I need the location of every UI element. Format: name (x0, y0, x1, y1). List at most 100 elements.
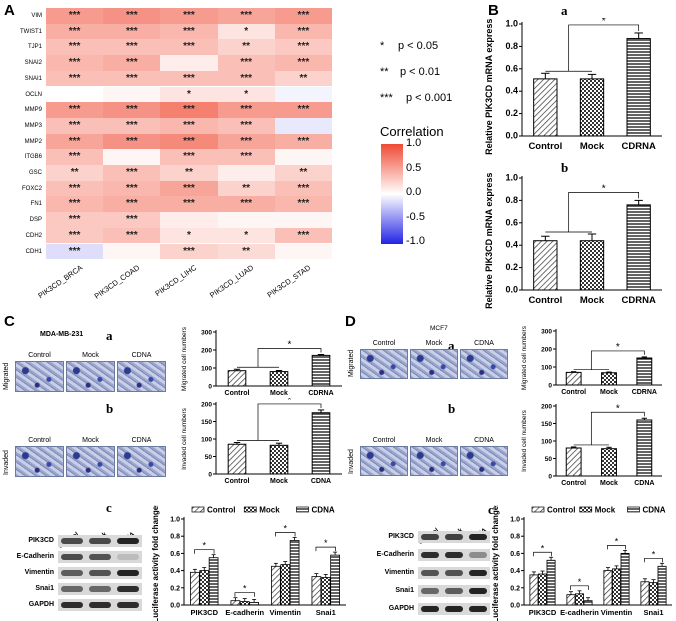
blot-band (445, 570, 463, 576)
blot-band (421, 552, 439, 558)
blot-strip (58, 535, 142, 547)
heatmap-cell: *** (46, 39, 104, 56)
blot-band (445, 588, 463, 594)
y-tick-label: 0.4 (505, 240, 518, 250)
y-tick-label: 0.2 (505, 108, 518, 118)
blot-band (61, 586, 83, 592)
heatmap-cell: *** (103, 165, 161, 181)
bar (601, 448, 617, 477)
heatmap-cell: *** (217, 70, 275, 87)
heatmap-cell (274, 86, 332, 103)
y-axis-label: Invaded cell numbers (181, 407, 188, 470)
heatmap-col-label: PIK3CD_STAD (265, 263, 313, 300)
blot-band (89, 538, 111, 544)
blot-band (61, 570, 83, 576)
heatmap-cell: *** (274, 23, 332, 40)
significance-star: * (202, 541, 206, 551)
heatmap-cell: ** (274, 165, 332, 181)
micrograph (117, 446, 166, 477)
y-tick-label: 50 (205, 454, 213, 461)
heatmap-cell: *** (217, 8, 275, 24)
significance-star: * (616, 342, 620, 353)
blot-band (445, 534, 463, 540)
heatmap-cell: *** (274, 102, 332, 118)
heatmap-cell: *** (274, 227, 332, 244)
y-tick-label: 0.4 (170, 568, 180, 575)
category-label: CDRNA (622, 141, 656, 152)
row-label-invaded: Invaded (348, 449, 355, 474)
y-tick-label: 0.0 (170, 603, 180, 610)
y-tick-label: 0.8 (505, 195, 518, 205)
blot-band (117, 570, 139, 576)
blot-band (469, 606, 487, 612)
y-tick-label: 0.2 (510, 585, 520, 592)
heatmap-cell: * (160, 227, 218, 244)
heatmap-row-label: SNAI1 (24, 75, 42, 82)
y-tick-label: 100 (541, 365, 552, 372)
cell-line-title-d: MCF7 (430, 325, 448, 332)
y-tick-label: 0.2 (170, 585, 180, 592)
y-tick-label: 100 (201, 366, 212, 373)
category-label: CDRNA (308, 390, 333, 397)
heatmap-cell: *** (274, 133, 332, 150)
category-label: Mock (580, 295, 605, 306)
y-tick-label: 1.0 (510, 517, 520, 524)
category-label: Control (528, 141, 562, 152)
y-tick-label: 300 (201, 330, 212, 337)
heatmap-cell: *** (160, 196, 218, 213)
blot-band (469, 588, 487, 594)
heatmap-cell: ** (217, 39, 275, 56)
bar (311, 354, 331, 387)
chart-d-a: Migrated cell numbers 0 100 200 300 Control Mo… (521, 325, 662, 396)
blot-row-label: E-Cadherin (16, 553, 54, 560)
bar (636, 357, 653, 386)
bar (649, 582, 658, 606)
heatmap-row-label: TWIST1 (20, 28, 42, 35)
heatmap-cell: * (217, 86, 275, 103)
significance-star: * (243, 584, 247, 594)
significance-star: * (541, 543, 545, 553)
legend-label: CDNA (312, 506, 335, 515)
heatmap-cell: ** (217, 243, 275, 260)
blot-row-label: GAPDH (388, 605, 414, 612)
category-label: Control (225, 390, 250, 397)
heatmap-cell: *** (217, 133, 275, 150)
heatmap-cell: ** (160, 165, 218, 181)
heatmap-cell: *** (103, 117, 161, 134)
blot-strip (58, 599, 142, 611)
subpanel-label-b-a: a (561, 3, 568, 18)
significance-bracket (545, 192, 640, 233)
blot-band (117, 538, 139, 544)
significance-bracket (573, 350, 645, 371)
bar (546, 559, 556, 606)
bar (320, 577, 331, 606)
micrograph-label: CDNA (131, 352, 152, 359)
category-label: PIK3CD (190, 608, 218, 617)
blot-strip (418, 549, 490, 561)
micrograph (460, 446, 508, 476)
blot-strip (418, 603, 490, 615)
heatmap-cell: *** (46, 180, 104, 197)
heatmap-row-label: FN1 (30, 201, 42, 208)
heatmap-cell: *** (103, 133, 161, 150)
heatmap-cell: *** (160, 102, 218, 118)
micrograph (410, 446, 458, 476)
y-tick-label: 200 (201, 402, 212, 409)
heatmap-row-label: TJP1 (27, 44, 42, 51)
category-label: Vimentin (601, 608, 633, 617)
heatmap-cell (103, 149, 161, 165)
bar (533, 240, 558, 291)
colorbar (381, 144, 403, 244)
heatmap-cell: * (160, 86, 218, 103)
category-label: Mock (580, 141, 605, 152)
bar (227, 370, 247, 387)
blot-band (89, 554, 111, 560)
heatmap-cell: *** (217, 149, 275, 165)
colorbar-tick: 0.0 (406, 186, 422, 198)
micrograph (460, 349, 508, 379)
heatmap-cell: *** (103, 102, 161, 118)
bar (579, 240, 605, 291)
y-tick-label: 200 (541, 347, 552, 354)
blot-band (89, 570, 111, 576)
micrograph-label: CDNA (474, 437, 494, 444)
